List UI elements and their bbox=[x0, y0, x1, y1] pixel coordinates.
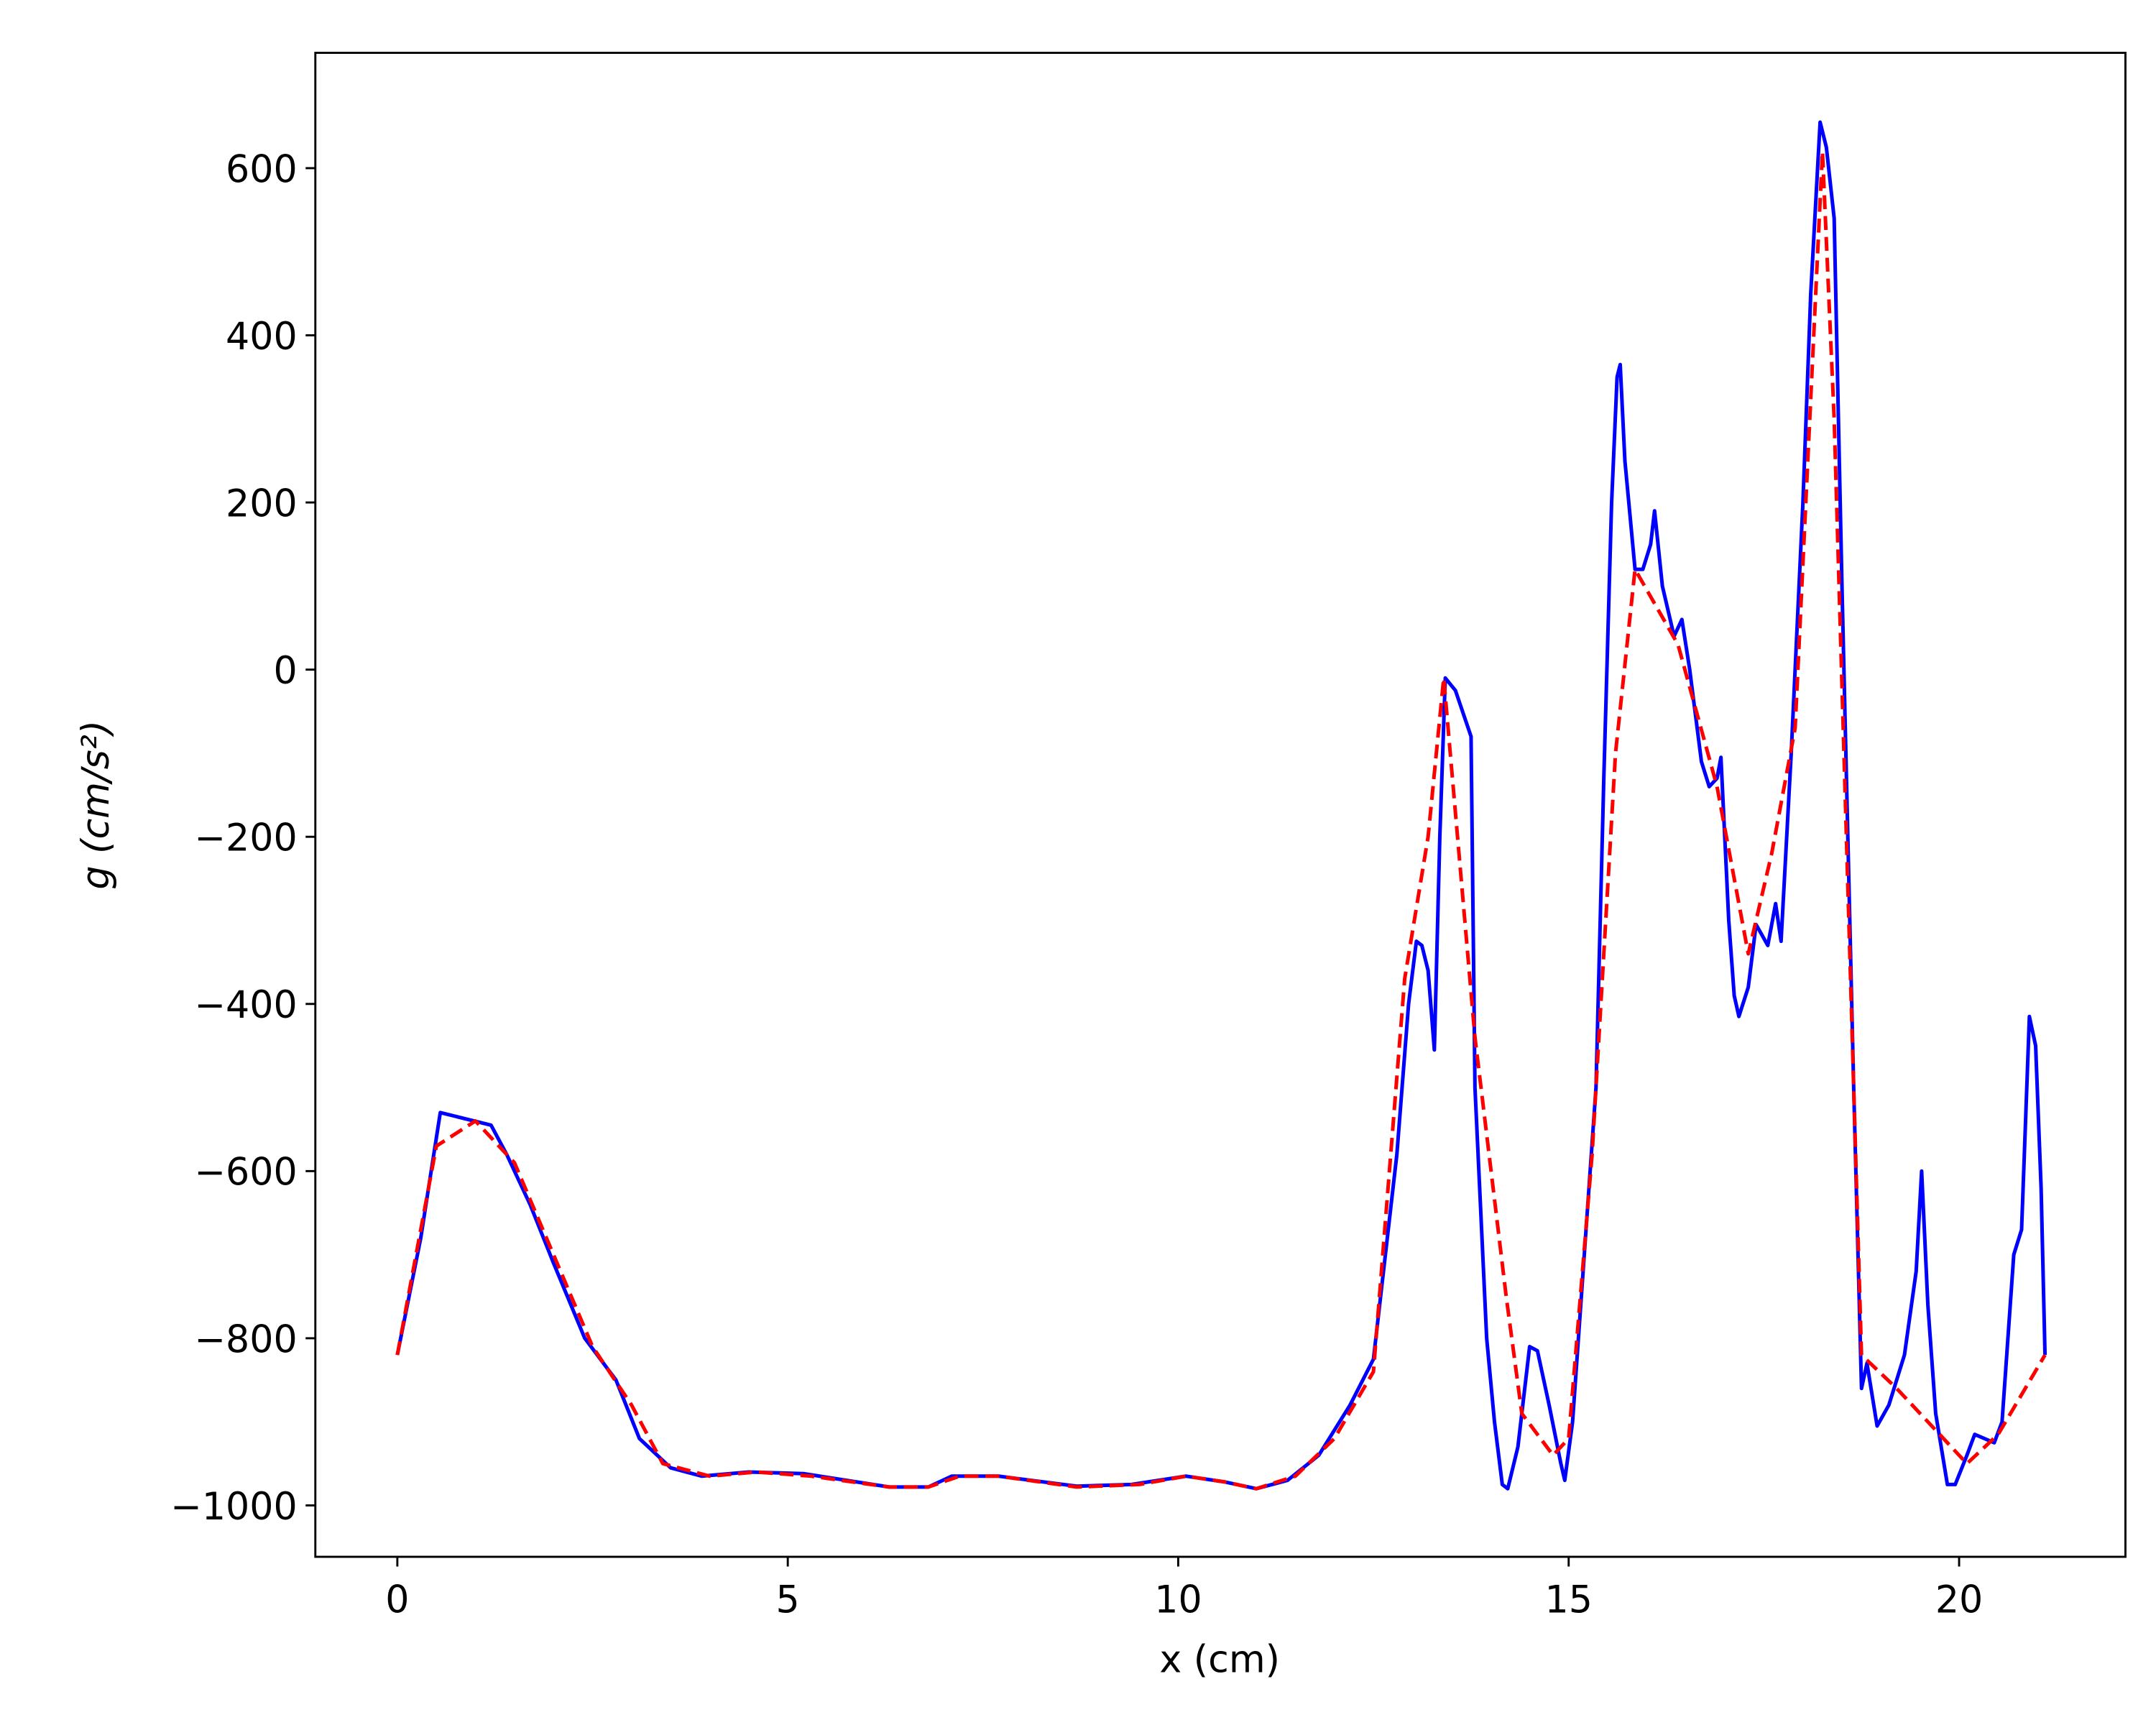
y-tick-label: −1000 bbox=[170, 1486, 298, 1529]
x-axis-label: x (cm) bbox=[1159, 1638, 1280, 1681]
y-tick-label: 200 bbox=[226, 482, 298, 525]
y-tick-label: −400 bbox=[194, 984, 297, 1027]
y-tick-label: −200 bbox=[194, 817, 297, 860]
plot-frame bbox=[314, 52, 2127, 1558]
y-tick-label: 600 bbox=[226, 148, 298, 191]
x-tick-label: 15 bbox=[1545, 1578, 1593, 1622]
x-tick-label: 20 bbox=[1935, 1578, 1983, 1622]
y-tick-label: −600 bbox=[194, 1151, 297, 1195]
y-axis-label: g (cm/s²) bbox=[75, 720, 118, 890]
y-tick-label: 400 bbox=[226, 316, 298, 359]
x-tick-label: 5 bbox=[776, 1578, 800, 1622]
y-tick-label: −800 bbox=[194, 1318, 297, 1361]
x-tick-label: 10 bbox=[1154, 1578, 1202, 1622]
x-tick-label: 0 bbox=[385, 1578, 409, 1622]
data-line bbox=[395, 150, 2047, 1491]
data-line bbox=[395, 120, 2047, 1491]
y-tick-label: 0 bbox=[273, 650, 297, 693]
